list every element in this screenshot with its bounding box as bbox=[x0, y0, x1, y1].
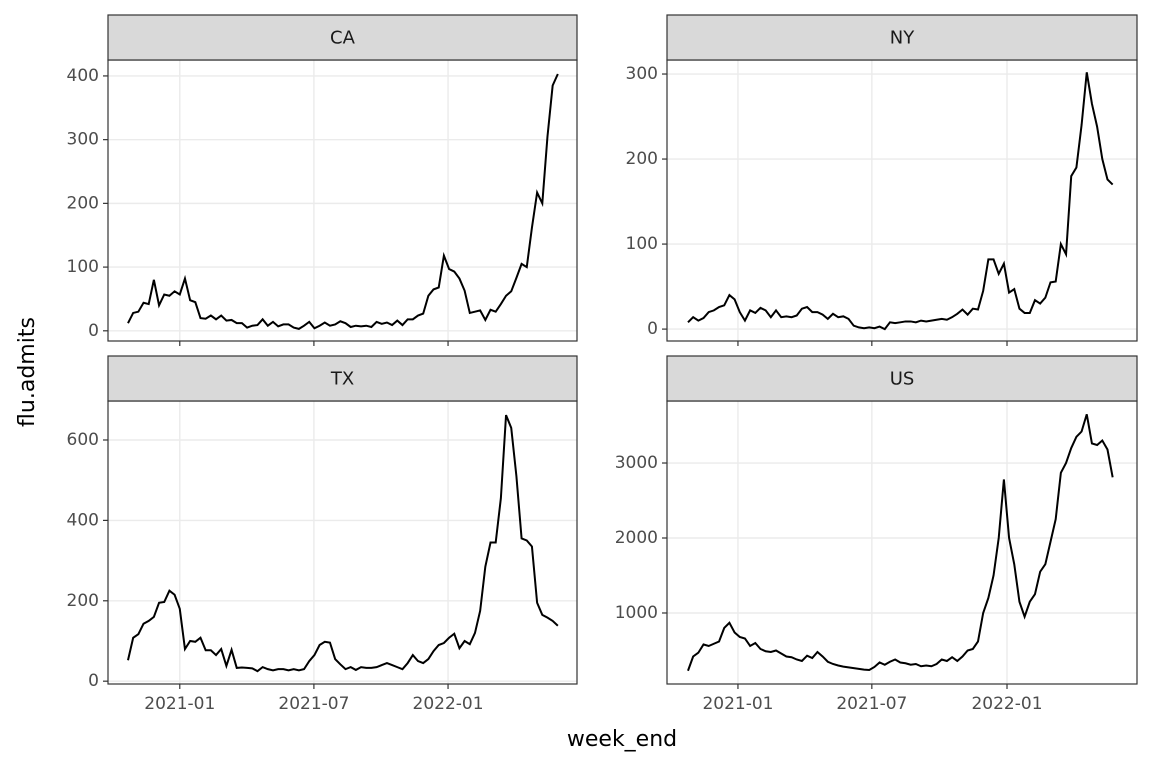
x-tick-label: 2022-01 bbox=[413, 694, 484, 714]
strip-label: NY bbox=[890, 28, 915, 49]
x-axis-title: week_end bbox=[567, 727, 677, 752]
strip bbox=[666, 355, 1138, 402]
panel-background bbox=[667, 60, 1137, 341]
y-tick-label: 2000 bbox=[615, 528, 658, 548]
y-tick-label: 300 bbox=[67, 130, 99, 150]
y-tick-label: 400 bbox=[67, 510, 99, 530]
x-tick-label: 2021-01 bbox=[702, 694, 773, 714]
y-axis-title: flu.admits bbox=[15, 317, 40, 427]
data-line bbox=[687, 413, 1114, 672]
y-tick-label: 0 bbox=[88, 321, 99, 341]
y-tick-label: 200 bbox=[67, 193, 99, 213]
strip-label: CA bbox=[330, 28, 356, 49]
panel-background bbox=[667, 401, 1137, 684]
y-tick-label: 0 bbox=[88, 671, 99, 691]
data-line bbox=[127, 414, 559, 673]
x-tick-label: 2021-07 bbox=[278, 694, 349, 714]
strip bbox=[107, 14, 578, 61]
x-tick-label: 2021-01 bbox=[144, 694, 215, 714]
data-line bbox=[127, 73, 559, 330]
y-tick-label: 600 bbox=[67, 430, 99, 450]
x-tick-label: 2021-07 bbox=[836, 694, 907, 714]
x-tick-label: 2022-01 bbox=[971, 694, 1042, 714]
panel-background bbox=[108, 401, 577, 684]
strip bbox=[666, 14, 1138, 61]
y-tick-label: 1000 bbox=[615, 603, 658, 623]
y-tick-label: 100 bbox=[67, 257, 99, 277]
strip bbox=[107, 355, 578, 402]
y-tick-label: 200 bbox=[67, 591, 99, 611]
panel-background bbox=[108, 60, 577, 341]
strip-label: TX bbox=[330, 369, 354, 390]
y-tick-label: 200 bbox=[626, 149, 658, 169]
y-tick-label: 0 bbox=[647, 319, 658, 339]
y-tick-label: 3000 bbox=[615, 453, 658, 473]
data-line bbox=[687, 72, 1114, 331]
y-tick-label: 400 bbox=[67, 66, 99, 86]
strip-label: US bbox=[890, 369, 915, 390]
y-tick-label: 100 bbox=[626, 234, 658, 254]
y-tick-label: 300 bbox=[626, 64, 658, 84]
